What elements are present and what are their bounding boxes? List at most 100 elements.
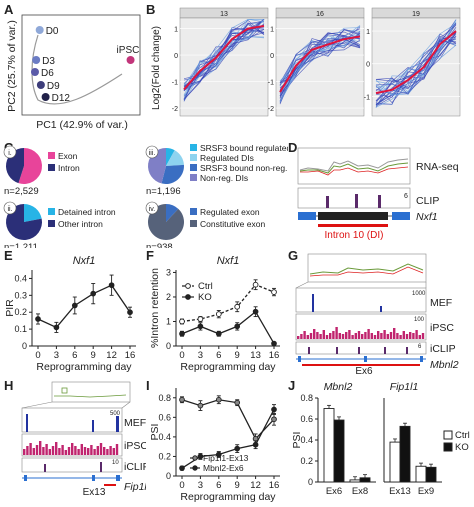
g-exon (364, 356, 367, 362)
bar-ko (359, 477, 371, 483)
d-exon-block (392, 212, 410, 220)
ipsc-coverage-bar (35, 445, 39, 455)
data-point (271, 340, 277, 347)
legend-swatch (443, 430, 453, 440)
pie-roman-badge (145, 201, 159, 215)
pie-slice (148, 204, 184, 240)
ipsc-coverage-bar (64, 450, 67, 455)
ipsc-coverage-bar (361, 334, 364, 339)
ipsc-coverage-bar (421, 333, 425, 339)
pca-point-label: iPSC (117, 45, 140, 56)
g-scale-mef: 1000 (412, 291, 426, 297)
iclip-peak (308, 347, 310, 354)
ipsc-coverage-bar (93, 449, 96, 455)
ipsc-coverage-bar (106, 449, 109, 455)
ipsc-coverage-bar (338, 333, 341, 339)
pca-point (35, 26, 44, 34)
data-point (252, 441, 259, 448)
data-point (71, 302, 78, 309)
ipsc-coverage-bar (297, 336, 300, 339)
data-point (252, 281, 259, 288)
h-iclip-peak (44, 464, 46, 472)
g-overview-trace (309, 266, 424, 277)
gene-trace (375, 19, 457, 95)
ipsc-coverage-bar (389, 332, 393, 339)
ipsc-coverage-bar (345, 332, 348, 339)
y-tick-label: 0 (166, 341, 171, 351)
pie-n-label: n=1,196 (146, 186, 181, 197)
x-tick-label: 6 (216, 480, 221, 491)
legend-label: KO (455, 442, 469, 453)
d-clip-peak (378, 195, 381, 208)
g-mef-box (295, 287, 427, 313)
g-overview-box (307, 253, 427, 283)
ipsc-coverage-bar (329, 333, 332, 339)
facet-y-tick: 0 (366, 62, 370, 69)
ipsc-coverage-bar (409, 332, 412, 339)
ipsc-coverage-bar (103, 447, 106, 455)
x-tick-label: 6 (216, 350, 221, 361)
facet-y-tick: 1 (270, 27, 274, 34)
g-exon-highlight (302, 364, 420, 366)
ipsc-coverage-bar (412, 333, 415, 339)
y-tick-label: 0 (166, 471, 171, 481)
data-point (35, 316, 41, 322)
y-axis-label: PSI (149, 424, 161, 441)
x-tick-label: 3 (198, 480, 203, 491)
data-point (234, 399, 241, 406)
g-zoom-guide (295, 281, 309, 289)
pca-point-label: D0 (46, 26, 59, 37)
data-point (215, 451, 222, 458)
pie-roman-label: iii. (149, 150, 156, 157)
ipsc-coverage-bar (32, 448, 35, 455)
facet-y-tick: 1 (366, 29, 370, 36)
ipsc-coverage-bar (26, 446, 29, 455)
pca-point (30, 68, 39, 76)
ipsc-coverage-bar (80, 444, 83, 455)
d-scale-top: 6 (404, 193, 408, 200)
panel-letter-f: F (146, 248, 154, 263)
panel-letter-j: J (288, 378, 296, 393)
ipsc-coverage-bar (109, 446, 112, 455)
fip1l1-genome-tracks: 500 MEF iPSC 10 iCLIP Ex13 Fip1l1 (21, 381, 146, 498)
pca-axes-frame (21, 14, 141, 116)
legend-label: Regulated exon (200, 207, 260, 217)
facet-y-tick: 1 (174, 27, 178, 34)
ipsc-coverage-bar (377, 331, 380, 339)
gene-trace (279, 35, 361, 94)
gene-trace (183, 19, 265, 85)
data-point (197, 402, 204, 409)
ipsc-coverage-bar (383, 330, 386, 339)
legend-label: SRSF3 bound regulated DIs (200, 143, 288, 153)
facet-y-tick: -2 (268, 106, 274, 113)
pie-slice (166, 150, 184, 166)
bar-ctrl (349, 479, 361, 483)
data-point (197, 323, 204, 330)
x-axis-label: Reprogramming day (36, 361, 132, 373)
y-tick-label: 0.4 (300, 435, 313, 445)
g-exon (420, 356, 423, 362)
x-tick-label: 12 (106, 350, 117, 361)
cluster-mean-line (279, 35, 361, 93)
legend-label: Exon (58, 151, 78, 161)
gene-trace (375, 32, 457, 104)
ipsc-coverage-bar (316, 332, 319, 339)
legend-label: Mbnl2-Ex6 (203, 463, 244, 473)
y-tick-label: 0.2 (300, 456, 313, 466)
d-intron-label: Intron 10 (DI) (325, 230, 384, 241)
ipsc-coverage-bar (48, 449, 51, 455)
cluster-mean-line (183, 24, 265, 91)
g-label-iclip: iCLIP (430, 343, 456, 355)
legend-marker (192, 465, 198, 471)
y-tick-label: 0.2 (14, 307, 27, 317)
pca-point (32, 56, 41, 64)
ipsc-coverage-bar (115, 444, 119, 455)
legend-swatch (48, 152, 55, 159)
chart-title: Nxf1 (73, 255, 96, 267)
y-axis-label: PSI (291, 432, 303, 449)
legend-label: Fip1l1-Ex13 (203, 453, 249, 463)
g-iclip-box (295, 341, 427, 355)
psi-bar-chart: PSI 0.8 0.6 0.4 0.2 0 Mbnl2 Ex6 Ex8 Fip1l1 Ex13 Ex9… (291, 381, 470, 497)
ipsc-coverage-bar (415, 330, 418, 339)
